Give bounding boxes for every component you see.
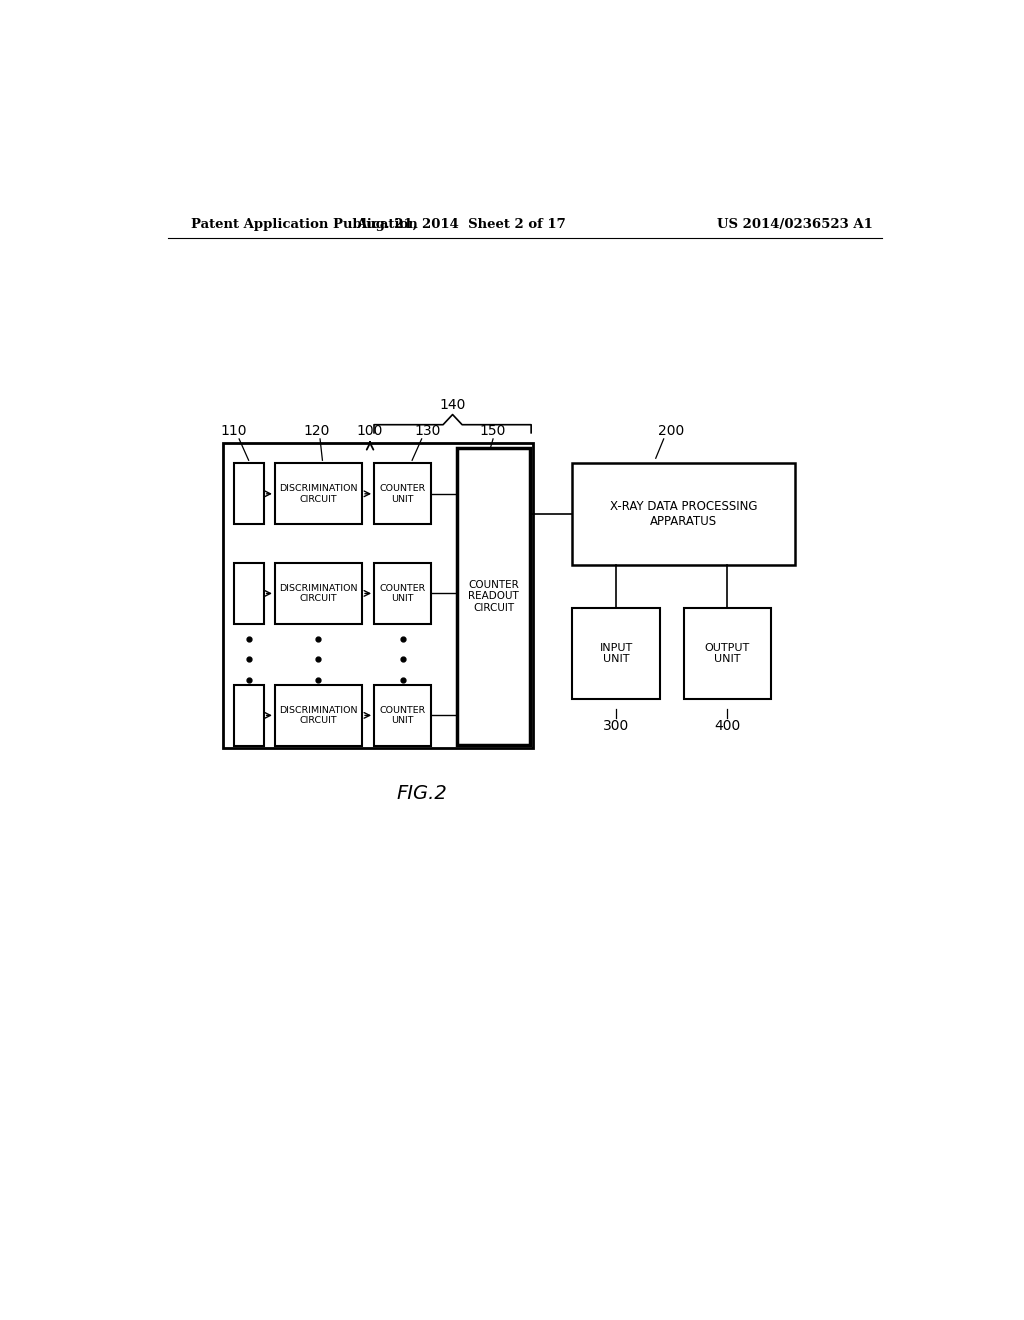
- Text: Aug. 21, 2014  Sheet 2 of 17: Aug. 21, 2014 Sheet 2 of 17: [356, 218, 566, 231]
- Text: 130: 130: [415, 424, 441, 438]
- Text: Patent Application Publication: Patent Application Publication: [191, 218, 418, 231]
- Text: FIG.2: FIG.2: [396, 784, 447, 803]
- FancyBboxPatch shape: [458, 447, 530, 744]
- Text: COUNTER
UNIT: COUNTER UNIT: [380, 706, 426, 725]
- FancyBboxPatch shape: [233, 685, 264, 746]
- Text: 150: 150: [480, 424, 506, 438]
- Text: 300: 300: [603, 719, 629, 734]
- FancyBboxPatch shape: [374, 463, 431, 524]
- FancyBboxPatch shape: [572, 607, 659, 700]
- Text: 140: 140: [439, 399, 466, 412]
- FancyBboxPatch shape: [374, 685, 431, 746]
- Text: 110: 110: [220, 424, 247, 438]
- Text: OUTPUT
UNIT: OUTPUT UNIT: [705, 643, 750, 664]
- Text: 400: 400: [714, 719, 740, 734]
- FancyBboxPatch shape: [572, 463, 795, 565]
- Text: COUNTER
UNIT: COUNTER UNIT: [380, 583, 426, 603]
- FancyBboxPatch shape: [223, 444, 532, 748]
- Text: INPUT
UNIT: INPUT UNIT: [599, 643, 633, 664]
- Text: COUNTER
UNIT: COUNTER UNIT: [380, 484, 426, 503]
- Text: DISCRIMINATION
CIRCUIT: DISCRIMINATION CIRCUIT: [280, 484, 357, 503]
- FancyBboxPatch shape: [274, 685, 362, 746]
- Text: COUNTER
READOUT
CIRCUIT: COUNTER READOUT CIRCUIT: [468, 579, 519, 612]
- FancyBboxPatch shape: [274, 463, 362, 524]
- FancyBboxPatch shape: [233, 463, 264, 524]
- Text: DISCRIMINATION
CIRCUIT: DISCRIMINATION CIRCUIT: [280, 706, 357, 725]
- FancyBboxPatch shape: [233, 562, 264, 624]
- FancyBboxPatch shape: [374, 562, 431, 624]
- Text: DISCRIMINATION
CIRCUIT: DISCRIMINATION CIRCUIT: [280, 583, 357, 603]
- FancyBboxPatch shape: [274, 562, 362, 624]
- Text: X-RAY DATA PROCESSING
APPARATUS: X-RAY DATA PROCESSING APPARATUS: [609, 500, 758, 528]
- Text: US 2014/0236523 A1: US 2014/0236523 A1: [717, 218, 872, 231]
- FancyBboxPatch shape: [684, 607, 771, 700]
- Text: 200: 200: [658, 424, 685, 438]
- Text: 120: 120: [304, 424, 330, 438]
- Text: 100: 100: [356, 424, 383, 438]
